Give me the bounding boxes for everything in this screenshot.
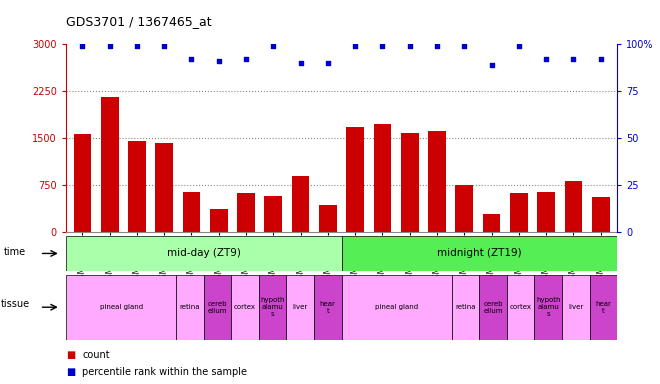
Point	[459, 43, 470, 49]
Text: liver: liver	[292, 304, 308, 310]
Text: pineal gland: pineal gland	[375, 304, 418, 310]
Point	[241, 56, 251, 62]
Point	[213, 58, 224, 64]
Bar	[292, 176, 310, 232]
Point	[595, 56, 606, 62]
Bar	[204, 275, 232, 340]
Text: count: count	[82, 350, 110, 360]
Point	[323, 60, 333, 66]
Bar	[314, 275, 342, 340]
Point	[405, 43, 415, 49]
Text: cortex: cortex	[510, 304, 532, 310]
Bar	[428, 131, 446, 232]
Text: cereb
ellum: cereb ellum	[208, 301, 227, 314]
Point	[104, 43, 115, 49]
Bar	[592, 197, 610, 232]
Text: hypoth
alamu
s: hypoth alamu s	[261, 297, 285, 317]
Bar	[210, 209, 228, 232]
Bar	[342, 236, 617, 271]
Bar	[589, 275, 617, 340]
Text: cereb
ellum: cereb ellum	[483, 301, 503, 314]
Bar	[510, 194, 528, 232]
Bar	[564, 181, 582, 232]
Text: mid-day (ZT9): mid-day (ZT9)	[167, 248, 241, 258]
Text: time: time	[3, 247, 26, 257]
Bar	[286, 275, 314, 340]
Bar	[128, 141, 146, 232]
Text: hear
t: hear t	[320, 301, 336, 314]
Bar	[73, 134, 91, 232]
Bar	[176, 275, 204, 340]
Bar	[455, 185, 473, 232]
Point	[295, 60, 306, 66]
Text: retina: retina	[455, 304, 476, 310]
Point	[131, 43, 142, 49]
Text: hypoth
alamu
s: hypoth alamu s	[536, 297, 560, 317]
Point	[541, 56, 552, 62]
Point	[268, 43, 279, 49]
Bar	[155, 142, 173, 232]
Bar	[451, 275, 479, 340]
Point	[186, 56, 197, 62]
Bar	[562, 275, 589, 340]
Text: tissue: tissue	[1, 299, 30, 309]
Text: cortex: cortex	[234, 304, 256, 310]
Text: liver: liver	[568, 304, 583, 310]
Text: pineal gland: pineal gland	[100, 304, 143, 310]
Bar	[265, 196, 282, 232]
Bar	[66, 236, 342, 271]
Point	[350, 43, 360, 49]
Text: ■: ■	[66, 367, 75, 377]
Bar	[319, 205, 337, 232]
Bar	[66, 275, 176, 340]
Bar	[374, 124, 391, 232]
Bar	[479, 275, 507, 340]
Point	[513, 43, 524, 49]
Point	[378, 43, 388, 49]
Point	[486, 62, 497, 68]
Point	[432, 43, 442, 49]
Text: hear
t: hear t	[595, 301, 611, 314]
Text: midnight (ZT19): midnight (ZT19)	[437, 248, 521, 258]
Bar	[259, 275, 286, 340]
Text: percentile rank within the sample: percentile rank within the sample	[82, 367, 248, 377]
Bar	[183, 192, 201, 232]
Bar	[346, 127, 364, 232]
Point	[568, 56, 579, 62]
Bar	[537, 192, 555, 232]
Text: GDS3701 / 1367465_at: GDS3701 / 1367465_at	[66, 15, 212, 28]
Bar	[507, 275, 535, 340]
Point	[77, 43, 88, 49]
Bar	[401, 133, 418, 232]
Bar	[482, 214, 500, 232]
Text: ■: ■	[66, 350, 75, 360]
Bar	[535, 275, 562, 340]
Bar	[342, 275, 451, 340]
Text: retina: retina	[180, 304, 200, 310]
Bar	[237, 193, 255, 232]
Bar	[232, 275, 259, 340]
Point	[159, 43, 170, 49]
Bar	[101, 98, 119, 232]
